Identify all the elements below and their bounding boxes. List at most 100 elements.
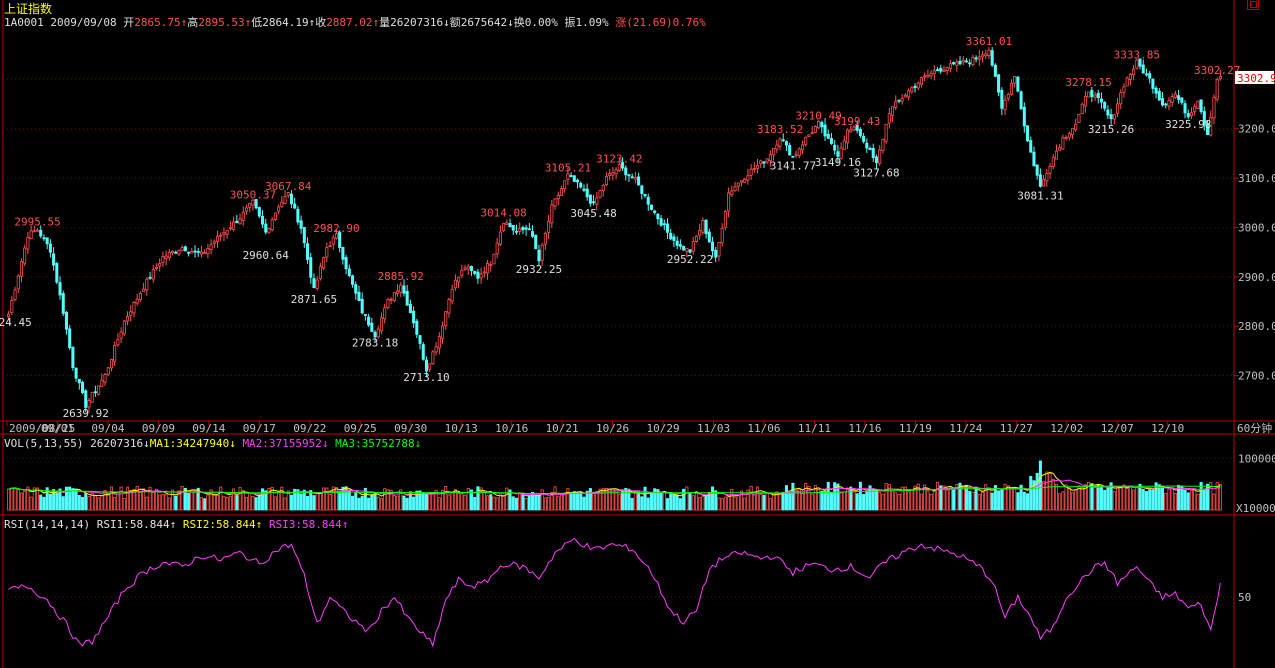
volume-bar xyxy=(1128,485,1132,511)
volume-bar xyxy=(132,488,136,511)
turnover-value: 0.00% xyxy=(524,16,558,29)
volume-bar xyxy=(13,487,17,511)
volume-bar xyxy=(360,495,364,511)
volume-bar xyxy=(1026,493,1030,511)
candle-body xyxy=(174,251,178,254)
candle-body xyxy=(93,391,97,394)
candle-body xyxy=(772,147,776,156)
candle-body xyxy=(126,316,130,322)
candle-body xyxy=(836,151,840,157)
candle-body xyxy=(26,236,30,250)
volume-bar xyxy=(1003,483,1007,511)
price-extreme-label: 2932.25 xyxy=(516,263,562,276)
volume-bar xyxy=(1016,492,1020,511)
date-tick-label: 09/25 xyxy=(344,422,377,435)
candle-body xyxy=(177,250,181,255)
date-tick-label: 12/10 xyxy=(1151,422,1184,435)
volume-bar xyxy=(1103,489,1107,511)
candle-body xyxy=(1103,101,1107,109)
candle-body xyxy=(807,134,811,137)
price-extreme-label: 2960.64 xyxy=(243,249,290,262)
volume-bar xyxy=(675,494,679,511)
candle-body xyxy=(662,223,666,226)
volume-bar xyxy=(286,490,290,511)
volume-bar xyxy=(759,494,763,511)
date-tick-label: 10/26 xyxy=(596,422,629,435)
candle-body xyxy=(1183,103,1187,114)
candle-body xyxy=(209,244,213,251)
volume-bar xyxy=(1051,479,1055,511)
candle-body xyxy=(971,56,975,65)
volume-bar xyxy=(190,490,194,511)
candle-body xyxy=(948,63,952,69)
volume-bar xyxy=(704,495,708,511)
candle-body xyxy=(1196,100,1200,109)
candle-body xyxy=(1138,58,1142,67)
volume-bar xyxy=(971,491,975,511)
candle-body xyxy=(1061,137,1065,150)
volume-bar xyxy=(627,488,631,511)
volume-bar xyxy=(376,496,380,511)
volume-bar xyxy=(251,495,255,511)
last-price-tag-text: 3302.9 xyxy=(1237,72,1275,85)
candle-body xyxy=(13,289,17,301)
volume-bar xyxy=(370,494,374,511)
volume-bar xyxy=(849,486,853,511)
candle-body xyxy=(630,176,634,179)
volume-bar xyxy=(1132,489,1136,511)
volume-bar xyxy=(637,491,641,511)
price-extreme-label: 2713.10 xyxy=(403,371,449,384)
date-tick-label: 09/09 xyxy=(142,422,175,435)
candle-body xyxy=(7,313,11,318)
volume-bar xyxy=(428,494,432,511)
date-tick-label: 09/30 xyxy=(394,422,427,435)
volume-bar xyxy=(1083,484,1087,511)
change-label: 涨 xyxy=(615,16,627,29)
date-tick-label: 12/02 xyxy=(1050,422,1083,435)
stock-code: 1A0001 xyxy=(4,16,44,29)
price-tick-label: 3000.0 xyxy=(1238,221,1275,234)
candle-body xyxy=(868,147,872,151)
volume-bar xyxy=(161,494,165,511)
volume-bar xyxy=(907,491,911,511)
date-tick-label: 09/17 xyxy=(243,422,276,435)
candle-body xyxy=(489,264,493,266)
candle-body xyxy=(900,98,904,102)
volume-bar xyxy=(1193,489,1197,511)
candle-body xyxy=(97,385,101,395)
candle-body xyxy=(701,220,705,233)
candle-body xyxy=(537,249,541,262)
price-extreme-label: 3149.16 xyxy=(815,156,861,169)
volume-bar xyxy=(919,493,923,511)
candle-body xyxy=(19,261,23,277)
candle-body xyxy=(801,144,805,151)
price-extreme-label: 3361.01 xyxy=(966,35,1012,48)
candle-body xyxy=(312,278,316,289)
candle-body xyxy=(1164,103,1168,106)
volume-bar xyxy=(553,486,557,511)
amplitude-value: 1.09% xyxy=(575,16,609,29)
window-restore-icon[interactable] xyxy=(1247,0,1259,10)
candle-body xyxy=(907,90,911,98)
candle-body xyxy=(424,359,428,372)
candle-body xyxy=(862,135,866,142)
candle-body xyxy=(1202,111,1206,125)
volume-bar xyxy=(653,488,657,511)
candle-body xyxy=(29,230,33,239)
volume-bar xyxy=(453,489,457,511)
candle-body xyxy=(206,248,210,255)
candle-body xyxy=(894,101,898,108)
volume-label: 量 xyxy=(379,16,391,29)
price-extreme-label: 3105.21 xyxy=(545,162,591,175)
candle-body xyxy=(826,133,830,139)
volume-bar xyxy=(482,491,486,511)
date-tick-label: 09/04 xyxy=(91,422,124,435)
price-extreme-label: 3050.37 xyxy=(230,189,276,202)
volume-bar xyxy=(508,489,512,511)
candle-body xyxy=(990,50,994,66)
candle-body xyxy=(871,147,875,158)
volume-bar xyxy=(1164,492,1168,511)
price-extreme-label: 3183.52 xyxy=(757,123,803,136)
price-tick-label: 3100.0 xyxy=(1238,172,1275,185)
